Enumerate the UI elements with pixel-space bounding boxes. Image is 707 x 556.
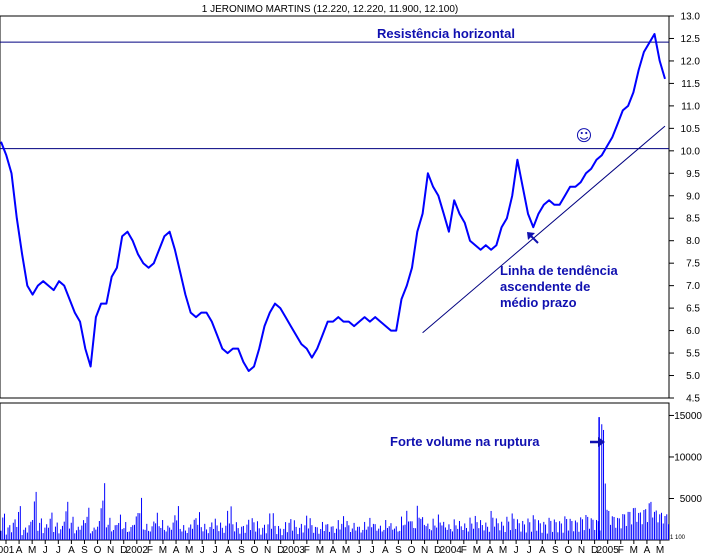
price-y-tick-label: 11.0 (681, 101, 700, 112)
price-series-line (0, 33, 666, 372)
x-tick-label: O (565, 545, 573, 556)
x-tick-label: J (514, 545, 519, 556)
price-y-tick-label: 9.0 (686, 191, 700, 202)
price-y-tick-label: 7.0 (686, 281, 700, 292)
price-y-tick-label: 8.0 (686, 236, 700, 247)
x-tick-label: M (316, 545, 324, 556)
x-tick-label: S (81, 545, 88, 556)
volume-panel-frame (0, 402, 670, 541)
x-tick-label: A (487, 545, 494, 556)
trend-label-line2: ascendente de (500, 279, 590, 294)
x-tick-label: M (499, 545, 507, 556)
x-tick-label: A (225, 545, 232, 556)
x-tick-label: O (251, 545, 259, 556)
volume-arrow-icon (590, 437, 605, 447)
x-tick-label: D (277, 545, 284, 556)
x-tick-label: A (68, 545, 75, 556)
volume-note: Forte volume na ruptura (390, 434, 540, 449)
price-y-axis: 13.0 12.5 12.0 11.5 11.0 10.5 10.0 9.5 9.0 8.5 8.0… (669, 12, 700, 405)
price-y-tick-label: 9.5 (686, 169, 700, 180)
volume-y-tick-label: 10000 (674, 452, 702, 463)
x-tick-label: S (238, 545, 245, 556)
volume-bars (0, 417, 670, 540)
resistance-label: Resistência horizontal (377, 26, 515, 41)
volume-scale-label: 1 100 (670, 535, 686, 541)
volume-y-tick-label: 15000 (674, 411, 702, 422)
price-series (0, 33, 666, 372)
price-y-tick-label: 13.0 (681, 12, 701, 23)
x-tick-label: F (147, 545, 153, 556)
x-tick-label: A (382, 545, 389, 556)
x-tick-label: S (552, 545, 559, 556)
x-tick-label: M (630, 545, 638, 556)
x-tick-label: J (527, 545, 532, 556)
x-tick-label: J (213, 545, 218, 556)
price-y-tick-label: 5.5 (686, 349, 700, 360)
x-tick-label: 2004 (440, 545, 463, 556)
x-tick-label: A (644, 545, 651, 556)
smiley-icon: ☺ (576, 126, 593, 145)
x-tick-label: J (43, 545, 48, 556)
x-tick-label: F (618, 545, 624, 556)
x-tick-label: M (185, 545, 193, 556)
x-tick-label: N (578, 545, 585, 556)
price-y-tick-label: 8.5 (686, 214, 700, 225)
price-y-tick-label: 6.5 (686, 304, 700, 315)
chart-title: 1 JERONIMO MARTINS (12.220, 12.220, 11.9… (202, 4, 458, 15)
x-tick-label: N (107, 545, 114, 556)
x-tick-label: A (173, 545, 180, 556)
x-tick-label: M (473, 545, 481, 556)
price-y-tick-label: 10.0 (681, 146, 701, 157)
x-tick-label: 2002 (126, 545, 149, 556)
x-tick-label: D (120, 545, 127, 556)
x-tick-label: A (330, 545, 337, 556)
price-y-tick-label: 10.5 (681, 124, 701, 135)
x-tick-label: D (591, 545, 598, 556)
volume-y-tick-label: 5000 (680, 494, 703, 505)
x-tick-label: J (357, 545, 362, 556)
x-tick-label: 2003 (283, 545, 306, 556)
price-y-tick-label: 12.0 (681, 56, 701, 67)
x-tick-label: N (421, 545, 428, 556)
x-tick-label: J (200, 545, 205, 556)
x-tick-label: M (656, 545, 664, 556)
trend-label-line3: médio prazo (500, 295, 577, 310)
x-tick-label: M (342, 545, 350, 556)
x-tick-label: J (56, 545, 61, 556)
price-y-tick-label: 11.5 (681, 79, 700, 90)
trend-line (422, 125, 666, 334)
x-tick-label: A (16, 545, 23, 556)
x-tick-label: S (395, 545, 402, 556)
x-tick-label: F (461, 545, 467, 556)
price-panel-frame (0, 15, 670, 399)
price-y-tick-label: 4.5 (686, 394, 700, 405)
trend-label-line1: Linha de tendência (500, 263, 619, 278)
x-tick-label: 001 (0, 545, 15, 556)
x-tick-label: M (159, 545, 167, 556)
horizontal-lines (0, 41, 669, 150)
x-tick-label: 2005 (597, 545, 620, 556)
x-tick-label: F (304, 545, 310, 556)
price-y-tick-label: 12.5 (681, 34, 701, 45)
x-tick-label: M (28, 545, 36, 556)
price-y-tick-label: 6.0 (686, 326, 700, 337)
x-tick-label: J (370, 545, 375, 556)
x-tick-label: A (539, 545, 546, 556)
x-tick-label: D (434, 545, 441, 556)
x-tick-label: O (408, 545, 416, 556)
price-y-tick-label: 5.0 (686, 371, 700, 382)
volume-y-axis: 15000 10000 5000 1 100 (669, 411, 702, 541)
x-tick-label: O (94, 545, 102, 556)
x-tick-label: N (264, 545, 271, 556)
price-y-tick-label: 7.5 (686, 259, 700, 270)
trend-arrow-icon (527, 232, 539, 244)
